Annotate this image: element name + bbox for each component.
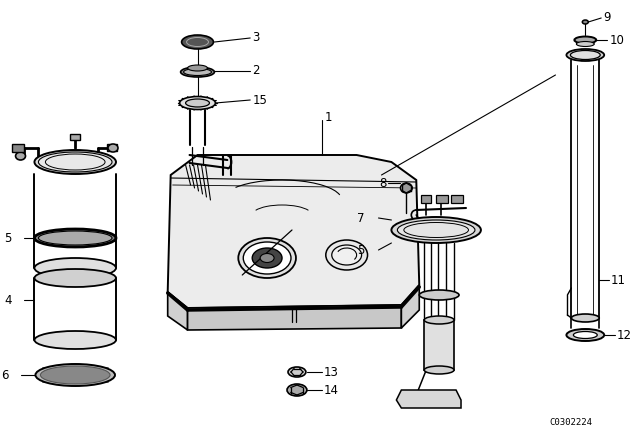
Polygon shape — [168, 155, 419, 308]
Ellipse shape — [15, 152, 26, 160]
Ellipse shape — [180, 67, 214, 77]
Bar — [70, 134, 80, 140]
Ellipse shape — [38, 152, 112, 172]
Text: 10: 10 — [609, 34, 624, 47]
Ellipse shape — [260, 254, 274, 263]
Ellipse shape — [582, 20, 588, 24]
Ellipse shape — [424, 316, 454, 324]
Text: 7: 7 — [357, 211, 365, 224]
Ellipse shape — [180, 96, 216, 109]
Bar — [424, 320, 454, 370]
Polygon shape — [188, 305, 401, 330]
Ellipse shape — [35, 150, 116, 174]
Polygon shape — [168, 292, 188, 330]
Text: 5: 5 — [357, 244, 365, 257]
Ellipse shape — [566, 329, 604, 341]
Ellipse shape — [570, 51, 600, 60]
Text: 15: 15 — [252, 94, 267, 107]
Ellipse shape — [572, 314, 599, 322]
Text: 6: 6 — [1, 369, 8, 382]
Polygon shape — [396, 390, 461, 408]
Text: 13: 13 — [324, 366, 339, 379]
Bar — [436, 195, 448, 203]
Ellipse shape — [424, 366, 454, 374]
Bar — [107, 144, 117, 151]
Ellipse shape — [392, 217, 481, 243]
Ellipse shape — [184, 69, 211, 76]
Ellipse shape — [577, 42, 595, 47]
Ellipse shape — [574, 36, 596, 43]
Ellipse shape — [188, 65, 207, 71]
Text: 2: 2 — [252, 64, 260, 77]
Ellipse shape — [35, 331, 116, 349]
Text: 1: 1 — [324, 111, 332, 124]
Text: 14: 14 — [324, 383, 339, 396]
Text: 4: 4 — [4, 293, 12, 306]
Text: 3: 3 — [252, 30, 260, 43]
Bar — [421, 195, 431, 203]
Ellipse shape — [401, 183, 412, 193]
Text: C0302224: C0302224 — [549, 418, 592, 426]
Bar — [451, 195, 463, 203]
Ellipse shape — [573, 332, 597, 339]
Ellipse shape — [38, 231, 112, 245]
Ellipse shape — [35, 258, 116, 278]
Text: 5: 5 — [4, 232, 12, 245]
Ellipse shape — [566, 49, 604, 61]
Ellipse shape — [332, 245, 362, 265]
Ellipse shape — [182, 35, 213, 49]
Ellipse shape — [35, 229, 116, 247]
Ellipse shape — [288, 367, 306, 377]
Ellipse shape — [397, 220, 475, 240]
Ellipse shape — [35, 269, 116, 287]
Ellipse shape — [35, 364, 115, 386]
Text: 12: 12 — [617, 328, 632, 341]
Ellipse shape — [238, 238, 296, 278]
Bar — [12, 144, 24, 152]
Text: 8: 8 — [379, 177, 387, 190]
Ellipse shape — [419, 290, 459, 300]
Ellipse shape — [243, 242, 291, 274]
Text: 9: 9 — [604, 10, 611, 23]
Ellipse shape — [326, 240, 367, 270]
Polygon shape — [401, 285, 419, 328]
Ellipse shape — [287, 384, 307, 396]
Ellipse shape — [252, 248, 282, 268]
Ellipse shape — [40, 366, 110, 384]
Ellipse shape — [186, 99, 209, 107]
Text: 11: 11 — [611, 273, 626, 287]
Ellipse shape — [108, 144, 118, 152]
